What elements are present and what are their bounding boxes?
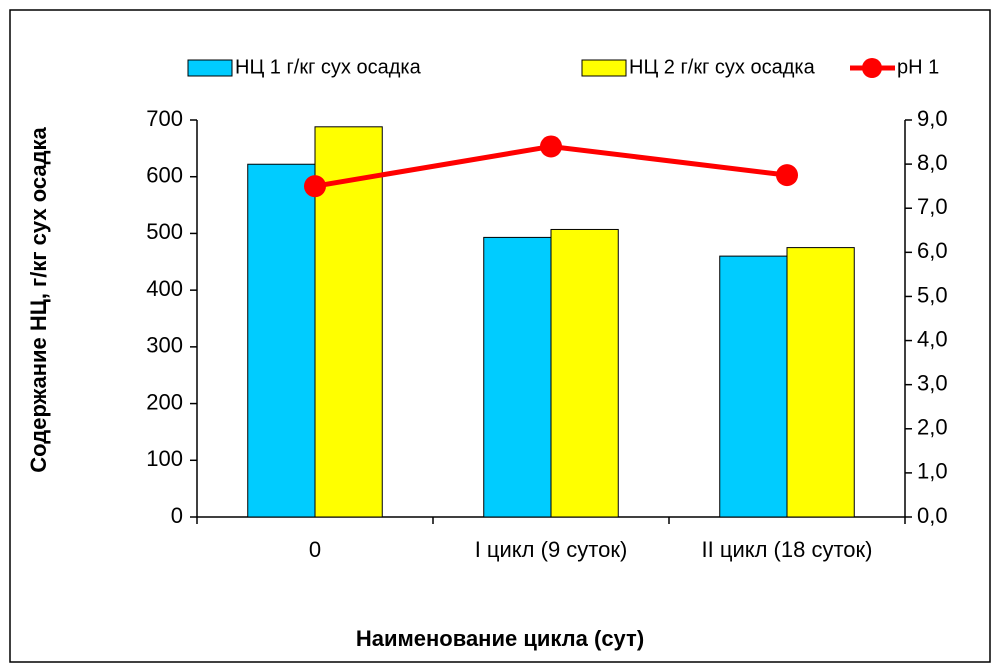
y2-tick-label: 1,0	[917, 459, 948, 484]
y2-tick-label: 5,0	[917, 282, 948, 307]
y-tick-label: 400	[146, 276, 183, 301]
y-tick-label: 500	[146, 219, 183, 244]
y2-tick-label: 2,0	[917, 415, 948, 440]
y2-tick-label: 0,0	[917, 503, 948, 528]
line-marker	[776, 164, 798, 187]
y2-tick-label: 6,0	[917, 238, 948, 263]
y-tick-label: 100	[146, 446, 183, 471]
legend-swatch	[581, 59, 627, 77]
y2-tick-label: 8,0	[917, 150, 948, 175]
y2-tick-label: 4,0	[917, 326, 948, 351]
x-axis-label: Наименование цикла (сут)	[356, 626, 644, 651]
x-tick-label: 0	[309, 537, 321, 562]
y2-tick-label: 9,0	[917, 106, 948, 131]
legend-label: НЦ 1 г/кг сух осадка	[235, 56, 422, 78]
y-tick-label: 700	[146, 106, 183, 131]
legend-label: pH 1	[897, 56, 939, 78]
legend-swatch	[187, 59, 233, 77]
bar	[483, 236, 552, 518]
x-tick-label: I цикл (9 суток)	[475, 537, 628, 562]
x-tick-label: II цикл (18 суток)	[702, 537, 873, 562]
y-tick-label: 0	[171, 503, 183, 528]
line-marker	[540, 135, 562, 158]
y-axis-label: Содержание НЦ, г/кг сух осадка	[26, 126, 51, 472]
y-tick-label: 600	[146, 163, 183, 188]
y2-tick-label: 7,0	[917, 194, 948, 219]
bar	[786, 247, 855, 518]
bar	[314, 126, 383, 518]
legend-label: НЦ 2 г/кг сух осадка	[629, 56, 816, 78]
legend-swatch-marker	[862, 58, 882, 78]
y-tick-label: 300	[146, 333, 183, 358]
bar	[247, 163, 316, 518]
y-tick-label: 200	[146, 389, 183, 414]
bar	[719, 255, 788, 518]
line-marker	[304, 175, 326, 198]
bar	[550, 228, 619, 518]
y2-tick-label: 3,0	[917, 370, 948, 395]
